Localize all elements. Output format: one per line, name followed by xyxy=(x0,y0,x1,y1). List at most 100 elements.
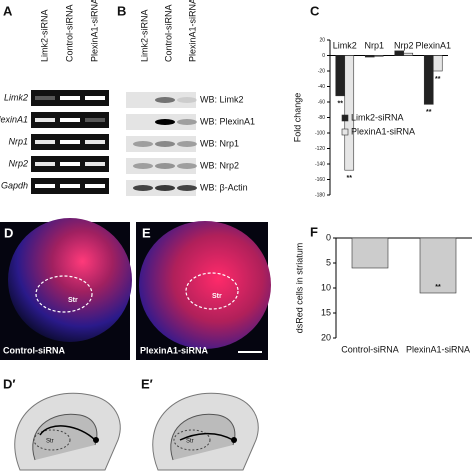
y-tick-label: -20 xyxy=(318,68,325,74)
diagram-d: Str xyxy=(14,392,121,471)
region-label: Str xyxy=(186,439,194,445)
row-label: Gapdh xyxy=(1,180,28,190)
y-tick-label: 20 xyxy=(319,37,325,43)
panel-label: F xyxy=(310,224,318,239)
band xyxy=(155,163,175,169)
y-tick-label: -140 xyxy=(315,161,325,167)
x-tick-label: PlexinA1 xyxy=(415,40,451,50)
band xyxy=(85,118,105,122)
y-axis-title: Fold change xyxy=(292,93,302,143)
y-tick-label: -100 xyxy=(315,130,325,136)
band xyxy=(60,140,80,144)
panel-label: E′ xyxy=(141,376,153,391)
band xyxy=(85,184,105,188)
band xyxy=(60,184,80,188)
bar xyxy=(432,55,443,72)
row-label: Nrp2 xyxy=(8,158,28,168)
blot xyxy=(126,158,196,174)
band xyxy=(155,119,175,125)
significance: ** xyxy=(435,76,441,83)
region-label: Str xyxy=(68,297,78,304)
y-tick-label: 15 xyxy=(321,307,331,317)
y-tick-label: -40 xyxy=(318,84,325,90)
bar xyxy=(335,55,346,97)
bar xyxy=(364,55,375,58)
y-tick-label: -180 xyxy=(315,192,325,198)
y-tick-label: 0 xyxy=(322,53,325,59)
column-header: PlexinA1-siRNA xyxy=(187,0,197,62)
bar xyxy=(419,237,457,294)
band xyxy=(155,185,175,191)
band xyxy=(177,141,197,147)
column-header: Control-siRNA xyxy=(64,4,74,62)
band xyxy=(177,119,197,125)
panel-label: A xyxy=(3,3,13,18)
band xyxy=(133,185,153,191)
blot xyxy=(126,136,196,152)
row-label: WB: Nrp1 xyxy=(200,138,239,148)
row-label: Nrp1 xyxy=(8,136,28,146)
y-tick-label: -80 xyxy=(318,115,325,121)
band xyxy=(85,162,105,166)
y-tick-label: -60 xyxy=(318,99,325,105)
y-tick-label: 20 xyxy=(321,332,331,342)
row-label: Limk2 xyxy=(4,92,28,102)
legend-swatch xyxy=(341,128,349,136)
bar xyxy=(403,52,414,56)
x-tick-label: Nrp2 xyxy=(394,40,414,50)
y-tick-label: -160 xyxy=(315,177,325,183)
region-label: Str xyxy=(212,293,222,300)
tissue xyxy=(8,218,132,342)
column-header: Limk2-siRNA xyxy=(39,9,49,62)
band xyxy=(133,141,153,147)
band xyxy=(35,96,55,100)
band xyxy=(85,96,105,100)
y-tick-label: 5 xyxy=(326,257,331,267)
striatum-outline xyxy=(185,272,239,310)
y-tick-label: 0 xyxy=(326,232,331,242)
band xyxy=(155,97,175,103)
significance: ** xyxy=(347,175,353,182)
significance: ** xyxy=(338,101,344,108)
panel-label: C xyxy=(310,3,320,18)
caption: Control-siRNA xyxy=(3,345,65,355)
band xyxy=(35,184,55,188)
row-label: PlexinA1 xyxy=(0,114,28,124)
row-label: WB: PlexinA1 xyxy=(200,116,255,126)
band xyxy=(155,141,175,147)
y-tick-label: -120 xyxy=(315,146,325,152)
y-tick-label: 10 xyxy=(321,282,331,292)
band xyxy=(60,118,80,122)
band xyxy=(35,162,55,166)
bar xyxy=(344,55,355,171)
x-tick-label: Limk2 xyxy=(333,40,357,50)
panel-label: D′ xyxy=(3,376,16,391)
column-header: Control-siRNA xyxy=(163,4,173,62)
band xyxy=(177,163,197,169)
band xyxy=(35,140,55,144)
region-label: Str xyxy=(46,439,54,445)
band xyxy=(177,97,197,103)
legend-label: Limk2-siRNA xyxy=(351,112,404,122)
x-tick-label: PlexinA1-siRNA xyxy=(406,344,470,354)
y-axis-title: dsRed cells in striatum xyxy=(294,243,304,334)
row-label: WB: Nrp2 xyxy=(200,160,239,170)
panel-label: D xyxy=(4,225,13,240)
bar xyxy=(423,55,434,105)
significance: ** xyxy=(435,284,441,291)
band xyxy=(85,140,105,144)
row-label: WB: β-Actin xyxy=(200,182,248,192)
x-tick-label: Nrp1 xyxy=(364,40,384,50)
diagram-e: Str xyxy=(152,392,259,471)
band xyxy=(35,118,55,122)
tissue xyxy=(139,221,271,349)
caption: PlexinA1-siRNA xyxy=(140,345,209,355)
striatum-outline xyxy=(35,275,93,313)
band xyxy=(60,96,80,100)
significance: ** xyxy=(426,109,432,116)
legend-label: PlexinA1-siRNA xyxy=(351,126,415,136)
column-header: Limk2-siRNA xyxy=(139,9,149,62)
bar xyxy=(351,237,389,269)
panel-label: E xyxy=(142,225,151,240)
